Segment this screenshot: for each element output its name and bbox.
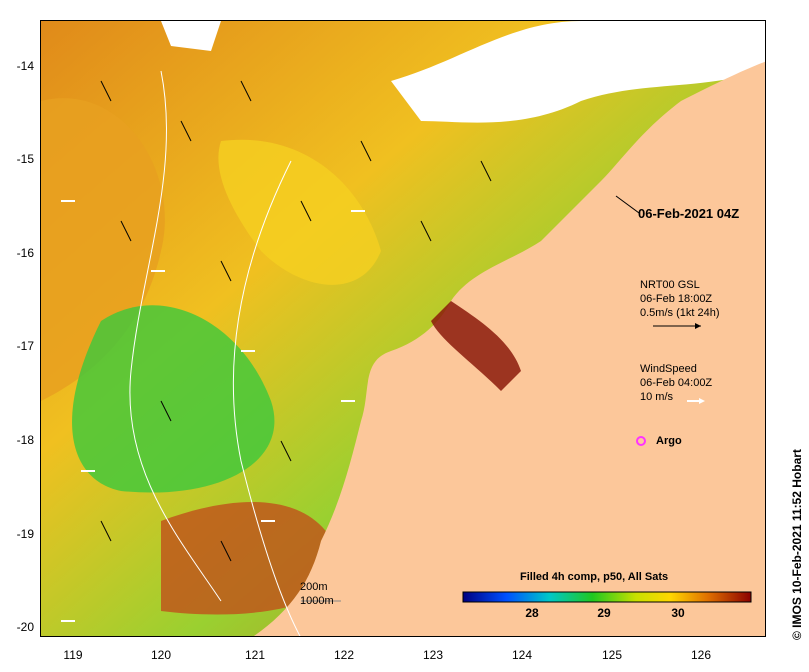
colorbar-tick: 28 [525,606,539,620]
argo-label: Argo [656,435,682,447]
coastal-warm-band [431,301,521,391]
lat-tick: -14 [16,59,34,73]
lon-tick: 124 [511,648,533,662]
contour-1000m [232,160,301,636]
land [253,61,765,636]
current-scale-arrowhead [695,323,701,329]
lat-tick: -20 [16,620,34,634]
current-legend-line3: 0.5m/s (1kt 24h) [640,307,720,319]
cloud-mask-small [161,21,221,51]
current-legend: NRT00 GSL 06-Feb 18:00Z 0.5m/s (1kt 24h) [640,278,719,320]
current-legend-line2: 06-Feb 18:00Z [640,293,713,305]
sst-map[interactable] [40,20,766,637]
colorbar-title: Filled 4h comp, p50, All Sats [520,571,669,583]
wind-legend: WindSpeed 06-Feb 04:00Z 10 m/s [640,362,712,404]
lon-tick: 119 [63,648,83,662]
lat-tick: -19 [16,527,34,541]
colorbar-tick: 29 [597,606,611,620]
lon-tick: 125 [601,648,623,662]
colorbar-tick: 30 [671,606,685,620]
map-canvas [41,21,765,636]
contour-legend-1000m: 1000m [300,595,334,607]
contour-legend: 200m 1000m [300,580,334,608]
lat-tick: -16 [16,246,34,260]
lon-tick: 121 [244,648,266,662]
wind-legend-line2: 06-Feb 04:00Z [640,377,713,389]
contour-200m [129,70,222,602]
lon-tick: 123 [422,648,444,662]
lat-tick: -17 [16,339,34,353]
date-label: 06-Feb-2021 04Z [638,206,740,221]
wind-legend-line3: 10 m/s [640,391,674,403]
warm-patch-west [41,98,165,401]
lon-tick: 120 [150,648,172,662]
lon-tick: 122 [333,648,355,662]
colorbar [462,591,752,603]
current-legend-line1: NRT00 GSL [640,279,700,291]
lon-tick: 126 [690,648,712,662]
warm-patch-south [161,501,341,615]
current-vectors [100,80,492,562]
wind-vectors [61,200,365,622]
cool-patch-green [72,305,275,493]
argo-marker[interactable] [636,436,646,446]
wind-scale-arrowhead [699,398,705,404]
contour-legend-200m: 200m [300,581,328,593]
lat-tick: -15 [16,152,34,166]
credit-label: © IMOS 10-Feb-2021 11:52 Hobart [790,449,804,640]
wind-legend-line1: WindSpeed [640,363,697,375]
date-pointer [615,195,640,214]
cloud-mask [391,21,765,123]
yellow-patch [218,139,381,285]
lat-tick: -18 [16,433,34,447]
